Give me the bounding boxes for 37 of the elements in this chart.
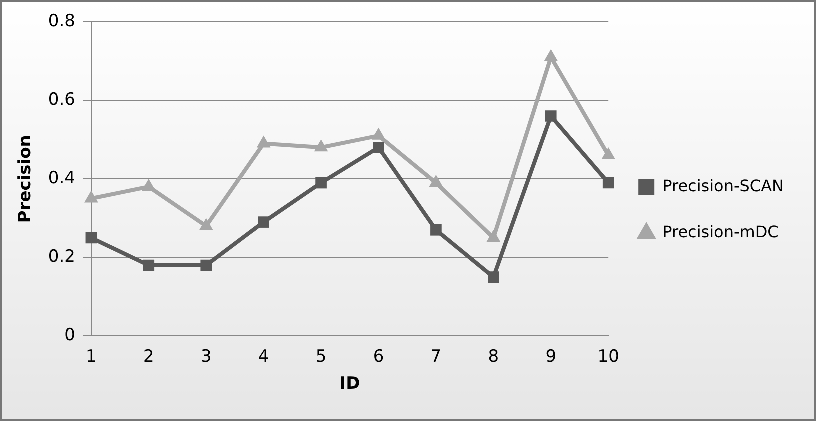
x-tick-label: 10 [598, 346, 620, 367]
point [316, 177, 327, 189]
y-tick-label: 0.6 [48, 90, 76, 110]
point [372, 128, 386, 140]
point [602, 177, 614, 189]
point [199, 218, 214, 230]
x-tick-label: 1 [86, 346, 97, 367]
point [258, 216, 270, 228]
y-axis-title: Precision [16, 135, 36, 224]
point [143, 260, 155, 272]
x-tick-label: 5 [316, 346, 327, 367]
y-tick-label: 0 [64, 326, 76, 346]
point [256, 136, 271, 148]
point [544, 49, 558, 62]
point [488, 272, 500, 283]
x-tick-label: 4 [258, 346, 270, 367]
point [142, 178, 156, 191]
point [602, 148, 616, 160]
x-axis-title: ID [340, 374, 360, 394]
x-tick-label: 9 [546, 346, 557, 367]
y-tick-label: 0.8 [48, 11, 76, 32]
point [84, 190, 98, 203]
point [200, 260, 212, 272]
point [429, 175, 444, 188]
point [314, 140, 328, 152]
point [430, 224, 442, 236]
legend-label: Precision-mDC [662, 222, 779, 242]
y-tick-label: 0.2 [48, 247, 76, 268]
x-tick-label: 3 [200, 346, 212, 367]
legend-label: Precision-SCAN [662, 176, 784, 196]
y-tick-label: 0.4 [48, 168, 76, 189]
x-tick-label: 2 [143, 346, 154, 367]
x-tick-label: 7 [430, 346, 442, 367]
point [86, 232, 98, 244]
point [486, 230, 501, 242]
x-tick-label: 8 [488, 346, 500, 367]
x-tick-label: 6 [373, 346, 384, 367]
